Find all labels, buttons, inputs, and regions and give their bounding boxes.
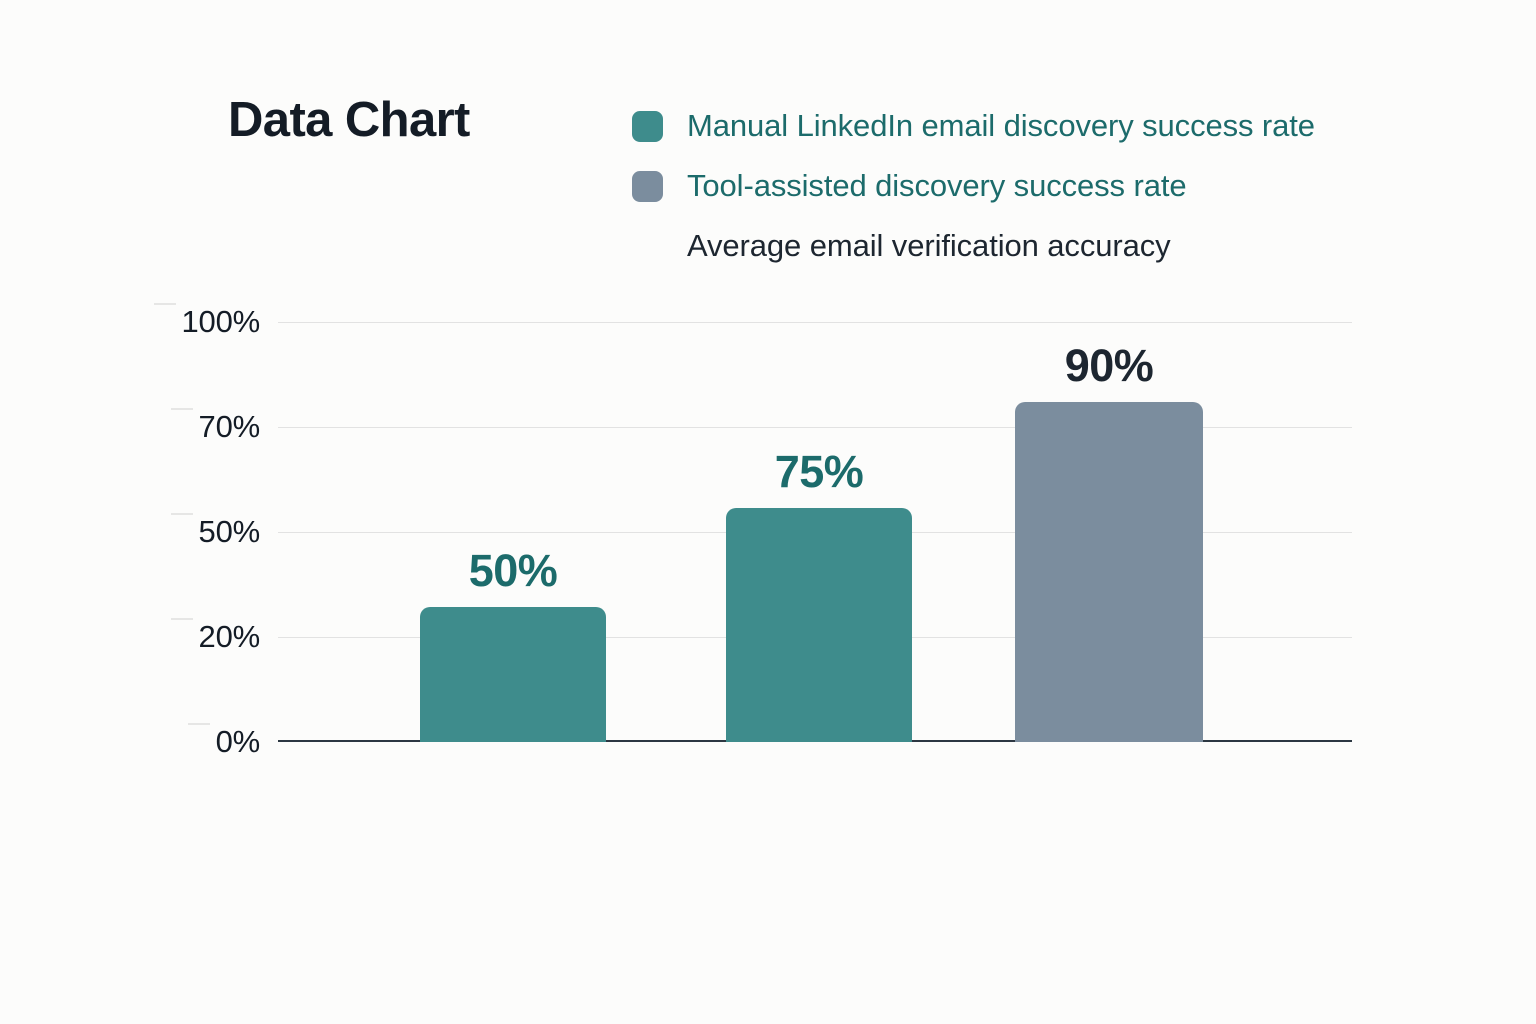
legend-label-average-accuracy: Average email verification accuracy <box>687 227 1171 263</box>
legend-label-manual: Manual LinkedIn email discovery success … <box>687 107 1315 143</box>
legend-item-average-accuracy[interactable]: Average email verification accuracy <box>632 216 1412 276</box>
page-title: Data Chart <box>228 93 470 147</box>
ytick-dash-0 <box>187 723 210 725</box>
bar-value-average-accuracy: 90% <box>1064 340 1154 391</box>
bar-group-tool-assisted: 75% <box>726 446 912 742</box>
ytick-label-0: 0% <box>187 723 260 760</box>
ytick-label-50: 50% <box>170 513 260 550</box>
bar-group-manual: 50% <box>420 545 606 742</box>
ytick-dash-100 <box>153 303 176 305</box>
plot-area: 100% 70% 50% 20% 0% 50% 75% 90% Manual L… <box>153 303 1352 759</box>
legend-item-tool-assisted[interactable]: Tool-assisted discovery success rate <box>632 156 1412 216</box>
bar-value-tool-assisted: 75% <box>774 446 864 497</box>
ytick-label-100: 100% <box>153 303 260 340</box>
gridline-100 <box>278 322 1352 323</box>
ytick-label-70: 70% <box>170 408 260 445</box>
gridline-70 <box>278 427 1352 428</box>
ytick-label-20: 20% <box>170 618 260 655</box>
ytick-dash-20 <box>170 618 193 620</box>
bar-group-average-accuracy: 90% <box>1015 340 1203 742</box>
bar-tool-assisted[interactable] <box>726 508 912 742</box>
bar-value-manual: 50% <box>468 545 558 596</box>
legend-swatch-tool-assisted-icon <box>632 170 663 202</box>
bar-manual[interactable] <box>420 607 606 742</box>
bar-series: 50% 75% 90% <box>278 322 1352 742</box>
legend-label-tool-assisted: Tool-assisted discovery success rate <box>687 167 1187 203</box>
legend-item-manual[interactable]: Manual LinkedIn email discovery success … <box>632 96 1412 156</box>
ytick-dash-70 <box>170 408 193 410</box>
ytick-dash-50 <box>170 513 193 515</box>
bar-average-accuracy[interactable] <box>1015 402 1203 742</box>
legend-swatch-manual-icon <box>632 110 663 142</box>
chart-legend: Manual LinkedIn email discovery success … <box>632 96 1412 276</box>
